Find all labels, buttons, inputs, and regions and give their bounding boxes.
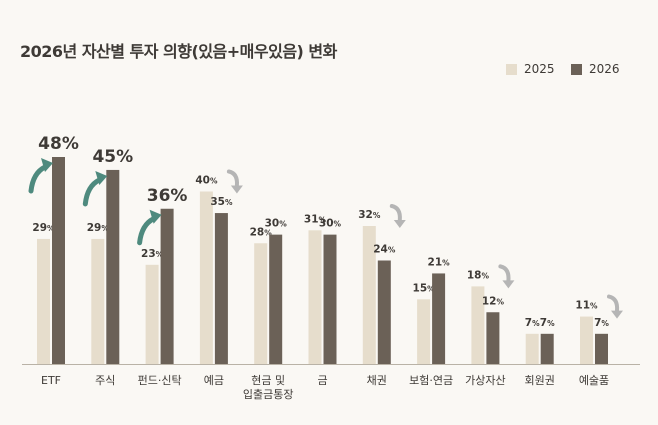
bar-2025-1 xyxy=(91,238,105,364)
legend-item-2025: 2025 xyxy=(506,62,555,76)
bar-2025-5 xyxy=(308,230,322,364)
bar-2026-1 xyxy=(106,169,120,364)
value-label-2025-3: 40% xyxy=(195,175,218,187)
value-label-2025-8: 18% xyxy=(467,269,490,281)
category-label-2: 펀드·신탁 xyxy=(138,374,182,387)
bar-2025-3 xyxy=(199,191,213,364)
trend-down-arrow-icon xyxy=(226,169,239,188)
category-label-4: 현금 및 입출금통장 xyxy=(243,374,294,401)
value-label-2026-9: 7% xyxy=(540,317,555,329)
trend-up-arrowhead-icon xyxy=(95,170,108,185)
legend-swatch-2025 xyxy=(506,63,517,75)
bar-2025-10 xyxy=(580,316,593,364)
trend-down-arrow-icon xyxy=(498,264,511,283)
value-label-2026-4: 30% xyxy=(265,218,288,230)
value-label-2026-3: 35% xyxy=(210,196,233,208)
trend-down-arrow-icon xyxy=(389,204,402,222)
bar-2025-8 xyxy=(471,286,485,364)
category-label-0: ETF xyxy=(41,374,61,387)
legend-label-2025: 2025 xyxy=(524,62,555,76)
bar-2026-3 xyxy=(214,213,228,364)
trend-down-arrowhead-icon xyxy=(611,310,623,319)
value-label-2025-5: 31% xyxy=(304,213,327,225)
value-label-2026-5: 30% xyxy=(319,218,342,230)
category-label-1: 주식 xyxy=(95,374,115,387)
value-label-2025-0: 29% xyxy=(32,222,55,234)
bar-2025-2 xyxy=(145,264,159,364)
category-label-5: 금 xyxy=(317,374,327,387)
bar-2026-0 xyxy=(52,157,65,364)
legend-swatch-2026 xyxy=(571,63,582,75)
category-label-7: 보험·연금 xyxy=(409,374,453,387)
trend-down-arrowhead-icon xyxy=(230,185,243,194)
trend-down-arrowhead-icon xyxy=(502,280,515,289)
category-label-10: 예술품 xyxy=(579,374,609,387)
bar-2026-9 xyxy=(540,333,554,364)
value-label-2025-2: 23% xyxy=(141,248,164,260)
value-label-2026-10: 7% xyxy=(594,317,609,329)
category-label-6: 채권 xyxy=(367,374,387,387)
bar-2026-7 xyxy=(432,273,446,364)
bar-2025-4 xyxy=(254,243,268,364)
legend-label-2026: 2026 xyxy=(589,62,620,76)
chart-title: 2026년 자산별 투자 의향(있음+매우있음) 변화 xyxy=(20,42,337,61)
value-label-2025-9: 7% xyxy=(525,317,540,329)
bar-2025-6 xyxy=(362,226,376,364)
value-label-2026-7: 21% xyxy=(428,256,451,268)
category-label-3: 예금 xyxy=(204,374,224,387)
trend-up-arrow-icon xyxy=(28,164,48,194)
value-label-2025-6: 32% xyxy=(358,209,381,221)
value-label-2025-1: 29% xyxy=(87,222,110,234)
trend-up-arrowhead-icon xyxy=(41,158,53,172)
value-label-2026-8: 12% xyxy=(482,295,505,307)
bar-2025-0 xyxy=(37,238,50,364)
bar-2026-4 xyxy=(269,234,283,364)
trend-down-arrowhead-icon xyxy=(393,220,406,228)
bar-2025-9 xyxy=(525,333,539,364)
value-label-2025-4: 28% xyxy=(250,226,273,238)
bar-2025-7 xyxy=(417,299,431,364)
value-label-2026-0: 48% xyxy=(38,134,79,154)
trend-up-arrowhead-icon xyxy=(149,209,162,224)
trend-up-arrow-icon xyxy=(82,177,102,207)
bar-2026-8 xyxy=(486,312,500,364)
value-label-2026-1: 45% xyxy=(92,147,133,167)
value-label-2025-7: 15% xyxy=(413,282,436,294)
value-label-2026-6: 24% xyxy=(373,244,396,256)
category-label-8: 가상자산 xyxy=(465,374,505,387)
bar-2026-10 xyxy=(595,333,608,364)
trend-up-arrow-icon xyxy=(137,216,157,246)
trend-down-arrow-icon xyxy=(607,294,620,313)
bar-2026-2 xyxy=(160,208,174,364)
legend-item-2026: 2026 xyxy=(571,62,620,76)
value-label-2025-10: 11% xyxy=(575,300,598,312)
bar-2026-5 xyxy=(323,234,337,364)
category-label-9: 회원권 xyxy=(525,374,555,387)
value-label-2026-2: 36% xyxy=(147,186,188,206)
bar-2026-6 xyxy=(377,260,391,364)
